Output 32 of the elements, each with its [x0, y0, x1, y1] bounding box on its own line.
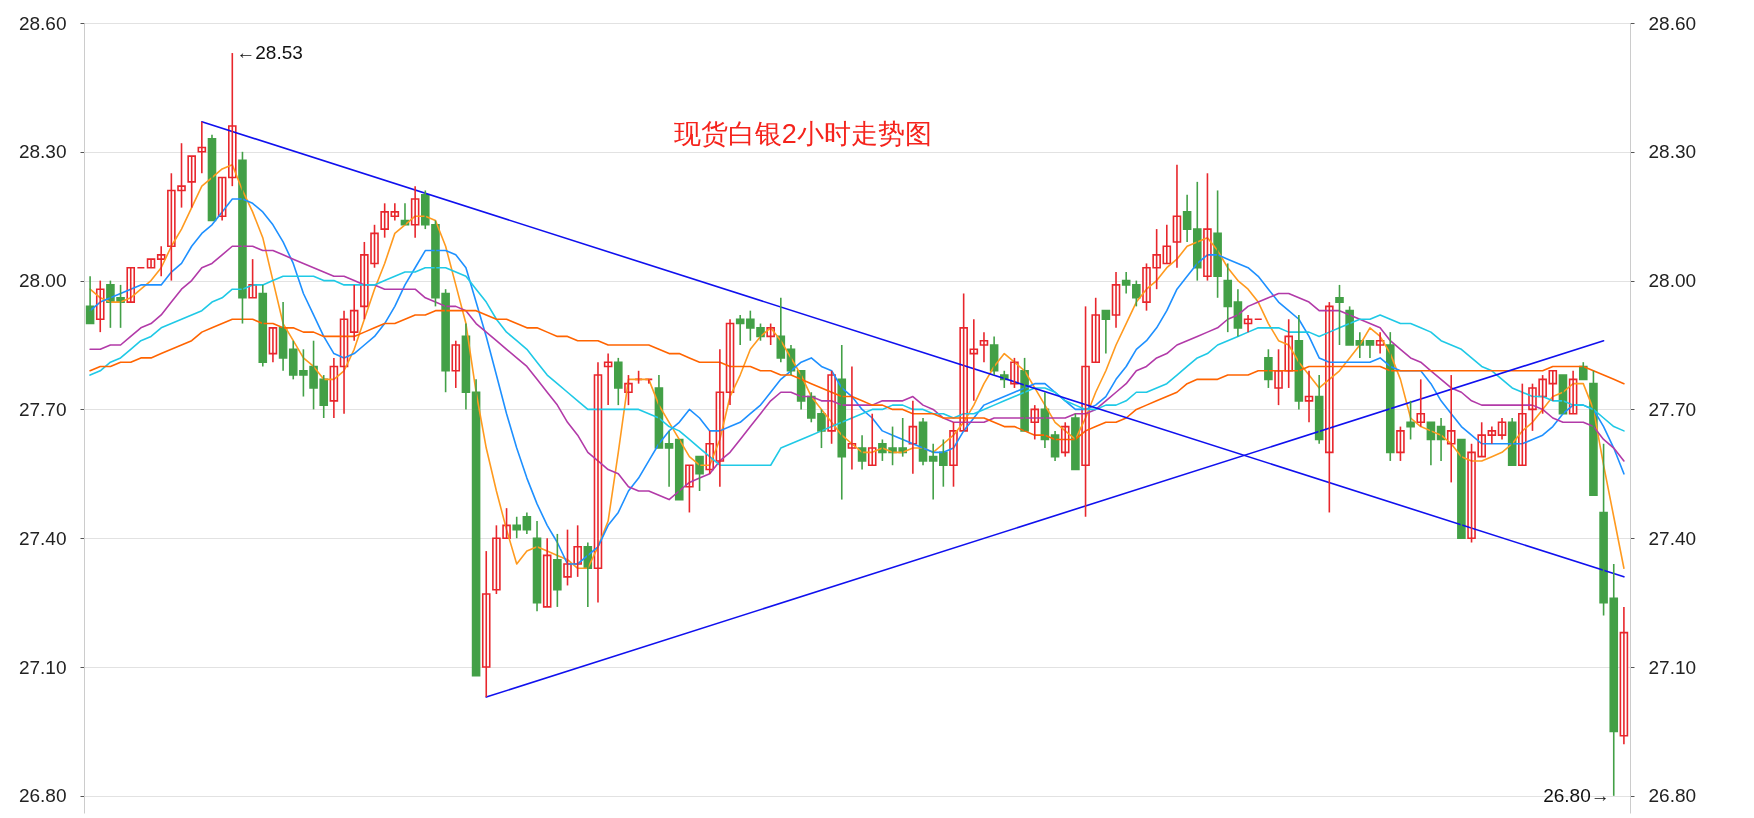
y2-tick-label: 28.60 — [1648, 12, 1697, 34]
y-tick-label: 27.40 — [18, 527, 67, 549]
y-tick-label: 28.30 — [18, 141, 67, 163]
y-tick-label: 27.10 — [18, 656, 67, 678]
candlestick — [146, 258, 156, 269]
y2-tick-label: 26.80 — [1648, 785, 1697, 807]
text: 现货白银2小时走势图 — [673, 119, 932, 149]
candlestick — [126, 266, 136, 303]
y-tick-label: 28.60 — [18, 12, 67, 34]
candlestick — [553, 533, 562, 608]
candlestick — [1396, 425, 1405, 462]
line-series — [89, 245, 1625, 501]
candlestick — [1457, 438, 1466, 540]
y2-tick-label: 28.30 — [1648, 141, 1697, 163]
annotation: 26.80→ — [1543, 784, 1610, 806]
candlestick — [187, 155, 196, 209]
y2-tick-label: 28.00 — [1648, 270, 1697, 292]
y2-tick-label: 27.70 — [1648, 398, 1697, 420]
y-tick-label: 28.00 — [18, 270, 67, 292]
y2-tick-label: 27.10 — [1648, 656, 1697, 678]
candlestick — [674, 438, 684, 501]
candlestick — [1406, 400, 1415, 441]
candlestick — [1335, 284, 1344, 346]
candlestick — [380, 202, 389, 239]
y-tick-label: 27.70 — [18, 398, 67, 420]
candlestick — [1558, 374, 1568, 415]
y-tick-label: 26.80 — [18, 785, 67, 807]
y2-tick-label: 27.40 — [1648, 527, 1697, 549]
line-series — [89, 266, 1625, 467]
candlestick — [1132, 279, 1141, 308]
candlestick — [563, 528, 572, 587]
annotation: ←28.53 — [236, 42, 303, 64]
